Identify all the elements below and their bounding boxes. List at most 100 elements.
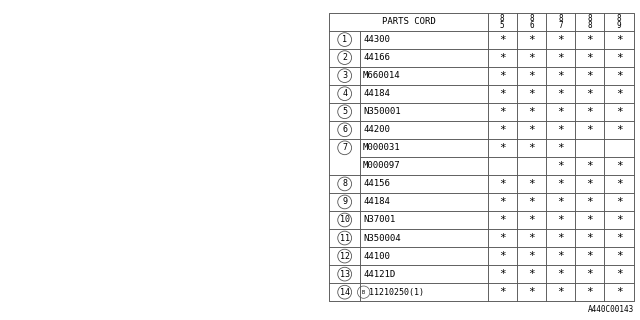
Bar [488,30,517,49]
Bar [604,49,634,67]
Text: *: * [499,215,506,225]
Text: *: * [499,269,506,279]
Bar [575,85,604,103]
Text: *: * [528,287,535,297]
Bar [575,229,604,247]
Bar [330,85,360,103]
Bar [360,157,488,175]
Text: B: B [362,290,365,295]
Bar [546,193,575,211]
Bar [546,247,575,265]
Bar [360,67,488,85]
Bar [360,30,488,49]
Bar [604,121,634,139]
Bar [517,103,546,121]
Bar [546,12,575,30]
Text: 8: 8 [500,14,504,23]
Bar [604,67,634,85]
Bar [488,265,517,283]
Text: *: * [616,107,623,117]
Bar [488,49,517,67]
Text: M660014: M660014 [363,71,401,80]
Bar [546,30,575,49]
Text: 44184: 44184 [363,197,390,206]
Bar [360,247,488,265]
Text: *: * [586,125,593,135]
Text: *: * [499,89,506,99]
Text: M000097: M000097 [363,161,401,170]
Text: *: * [499,125,506,135]
Bar [575,211,604,229]
Text: *: * [616,233,623,243]
Text: *: * [586,107,593,117]
Bar [604,229,634,247]
Bar [604,30,634,49]
Text: *: * [616,179,623,189]
Bar [517,67,546,85]
Bar [575,265,604,283]
Bar [488,121,517,139]
Bar [575,103,604,121]
Text: *: * [557,143,564,153]
Text: *: * [499,107,506,117]
Text: *: * [616,125,623,135]
Bar [488,103,517,121]
Text: 11: 11 [340,234,349,243]
Text: 8: 8 [588,14,592,23]
Bar [360,85,488,103]
Bar [488,67,517,85]
Bar [517,157,546,175]
Text: 5: 5 [500,21,504,30]
Text: 11210250(1): 11210250(1) [369,288,424,297]
Text: *: * [528,52,535,63]
Bar [604,139,634,157]
Bar [604,283,634,301]
Bar [517,193,546,211]
Text: 3: 3 [342,71,347,80]
Text: 12: 12 [340,252,349,260]
Text: *: * [499,197,506,207]
Bar [546,265,575,283]
Text: *: * [616,269,623,279]
Text: *: * [528,269,535,279]
Bar [360,139,488,157]
Bar [517,49,546,67]
Bar [517,121,546,139]
Bar [517,175,546,193]
Text: *: * [528,179,535,189]
Text: N350004: N350004 [363,234,401,243]
Text: *: * [557,233,564,243]
Text: *: * [557,89,564,99]
Text: *: * [499,287,506,297]
Text: 13: 13 [340,270,349,279]
Text: *: * [616,89,623,99]
Text: 44100: 44100 [363,252,390,260]
Bar [488,12,517,30]
Text: *: * [616,251,623,261]
Bar [330,139,360,175]
Bar [330,67,360,85]
Bar [604,193,634,211]
Bar [546,49,575,67]
Text: *: * [528,251,535,261]
Bar [604,85,634,103]
Bar [575,30,604,49]
Bar [488,157,517,175]
Bar [517,283,546,301]
Text: *: * [586,197,593,207]
Bar [575,247,604,265]
Bar [604,265,634,283]
Text: *: * [557,287,564,297]
Text: 8: 8 [529,14,534,23]
Bar [517,211,546,229]
Bar [360,193,488,211]
Bar [360,175,488,193]
Bar [488,193,517,211]
Bar [604,211,634,229]
Text: 5: 5 [342,107,347,116]
Bar [330,30,360,49]
Text: 6: 6 [529,21,534,30]
Bar [517,12,546,30]
Text: 44121D: 44121D [363,270,396,279]
Text: *: * [528,125,535,135]
